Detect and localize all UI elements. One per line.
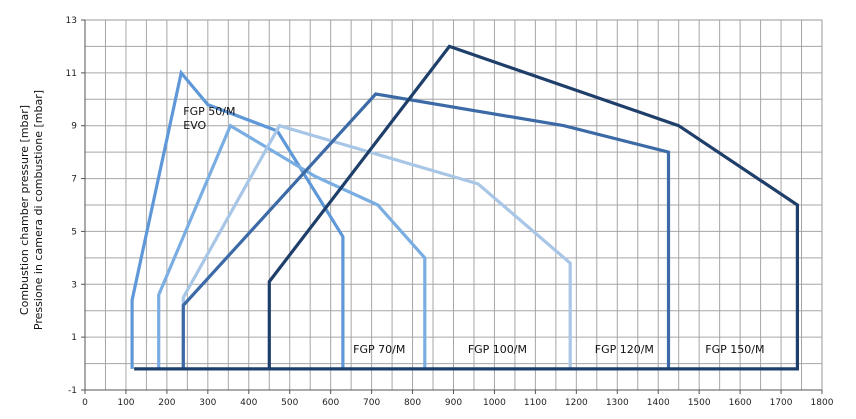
x-tick-label: 800	[404, 398, 421, 408]
x-tick-labels: 0 100 200 300 400 500 600 700 800 900 1000 1100 1200…	[82, 398, 834, 408]
x-tick-label: 1200	[565, 398, 588, 408]
x-tick-label: 200	[158, 398, 175, 408]
x-tick-label: 600	[322, 398, 339, 408]
y-tick-label: -1	[68, 386, 77, 396]
x-tick-label: 0	[82, 398, 88, 408]
y-axis-label-en: Combustion chamber pressure [mbar]	[18, 105, 31, 315]
x-tick-label: 1400	[647, 398, 670, 408]
series-label-fgp-50-m-evo: EVO	[183, 119, 206, 132]
series-line-fgp-120-m	[181, 92, 671, 369]
x-tick-label: 400	[240, 398, 257, 408]
series-line-fgp-70-m	[157, 123, 427, 369]
series-line-fgp-50-m-evo	[130, 69, 345, 369]
y-tick-label: 11	[66, 69, 77, 79]
x-tick-label: 1000	[483, 398, 506, 408]
y-axis-label-it: Pressione in camera di combustione [mbar…	[32, 90, 45, 330]
series-label-fgp-150-m: FGP 150/M	[705, 343, 764, 356]
y-tick-label: 7	[71, 175, 77, 185]
x-tick-label: 1600	[729, 398, 752, 408]
grid	[84, 19, 823, 391]
y-tick-label: 1	[71, 333, 77, 343]
axes	[81, 19, 823, 394]
series-label-fgp-100-m: FGP 100/M	[468, 343, 527, 356]
x-tick-label: 1800	[811, 398, 834, 408]
series-line-fgp-150-m	[134, 44, 800, 371]
series-label-fgp-70-m: FGP 70/M	[353, 343, 405, 356]
x-tick-label: 1500	[688, 398, 711, 408]
x-tick-label: 1700	[770, 398, 793, 408]
y-tick-label: 9	[71, 122, 77, 132]
y-tick-label: 3	[71, 280, 77, 290]
x-tick-label: 300	[199, 398, 216, 408]
series-group	[130, 44, 800, 371]
y-tick-label: 5	[71, 227, 77, 237]
y-tick-label: 13	[66, 16, 77, 26]
x-tick-label: 700	[363, 398, 380, 408]
series-label-fgp-120-m: FGP 120/M	[595, 343, 654, 356]
x-tick-label: 1300	[606, 398, 629, 408]
x-tick-label: 500	[281, 398, 298, 408]
series-label-fgp-50-m-evo: FGP 50/M	[183, 105, 235, 118]
x-tick-label: 100	[117, 398, 134, 408]
x-tick-label: 1100	[524, 398, 547, 408]
x-tick-label: 900	[445, 398, 462, 408]
